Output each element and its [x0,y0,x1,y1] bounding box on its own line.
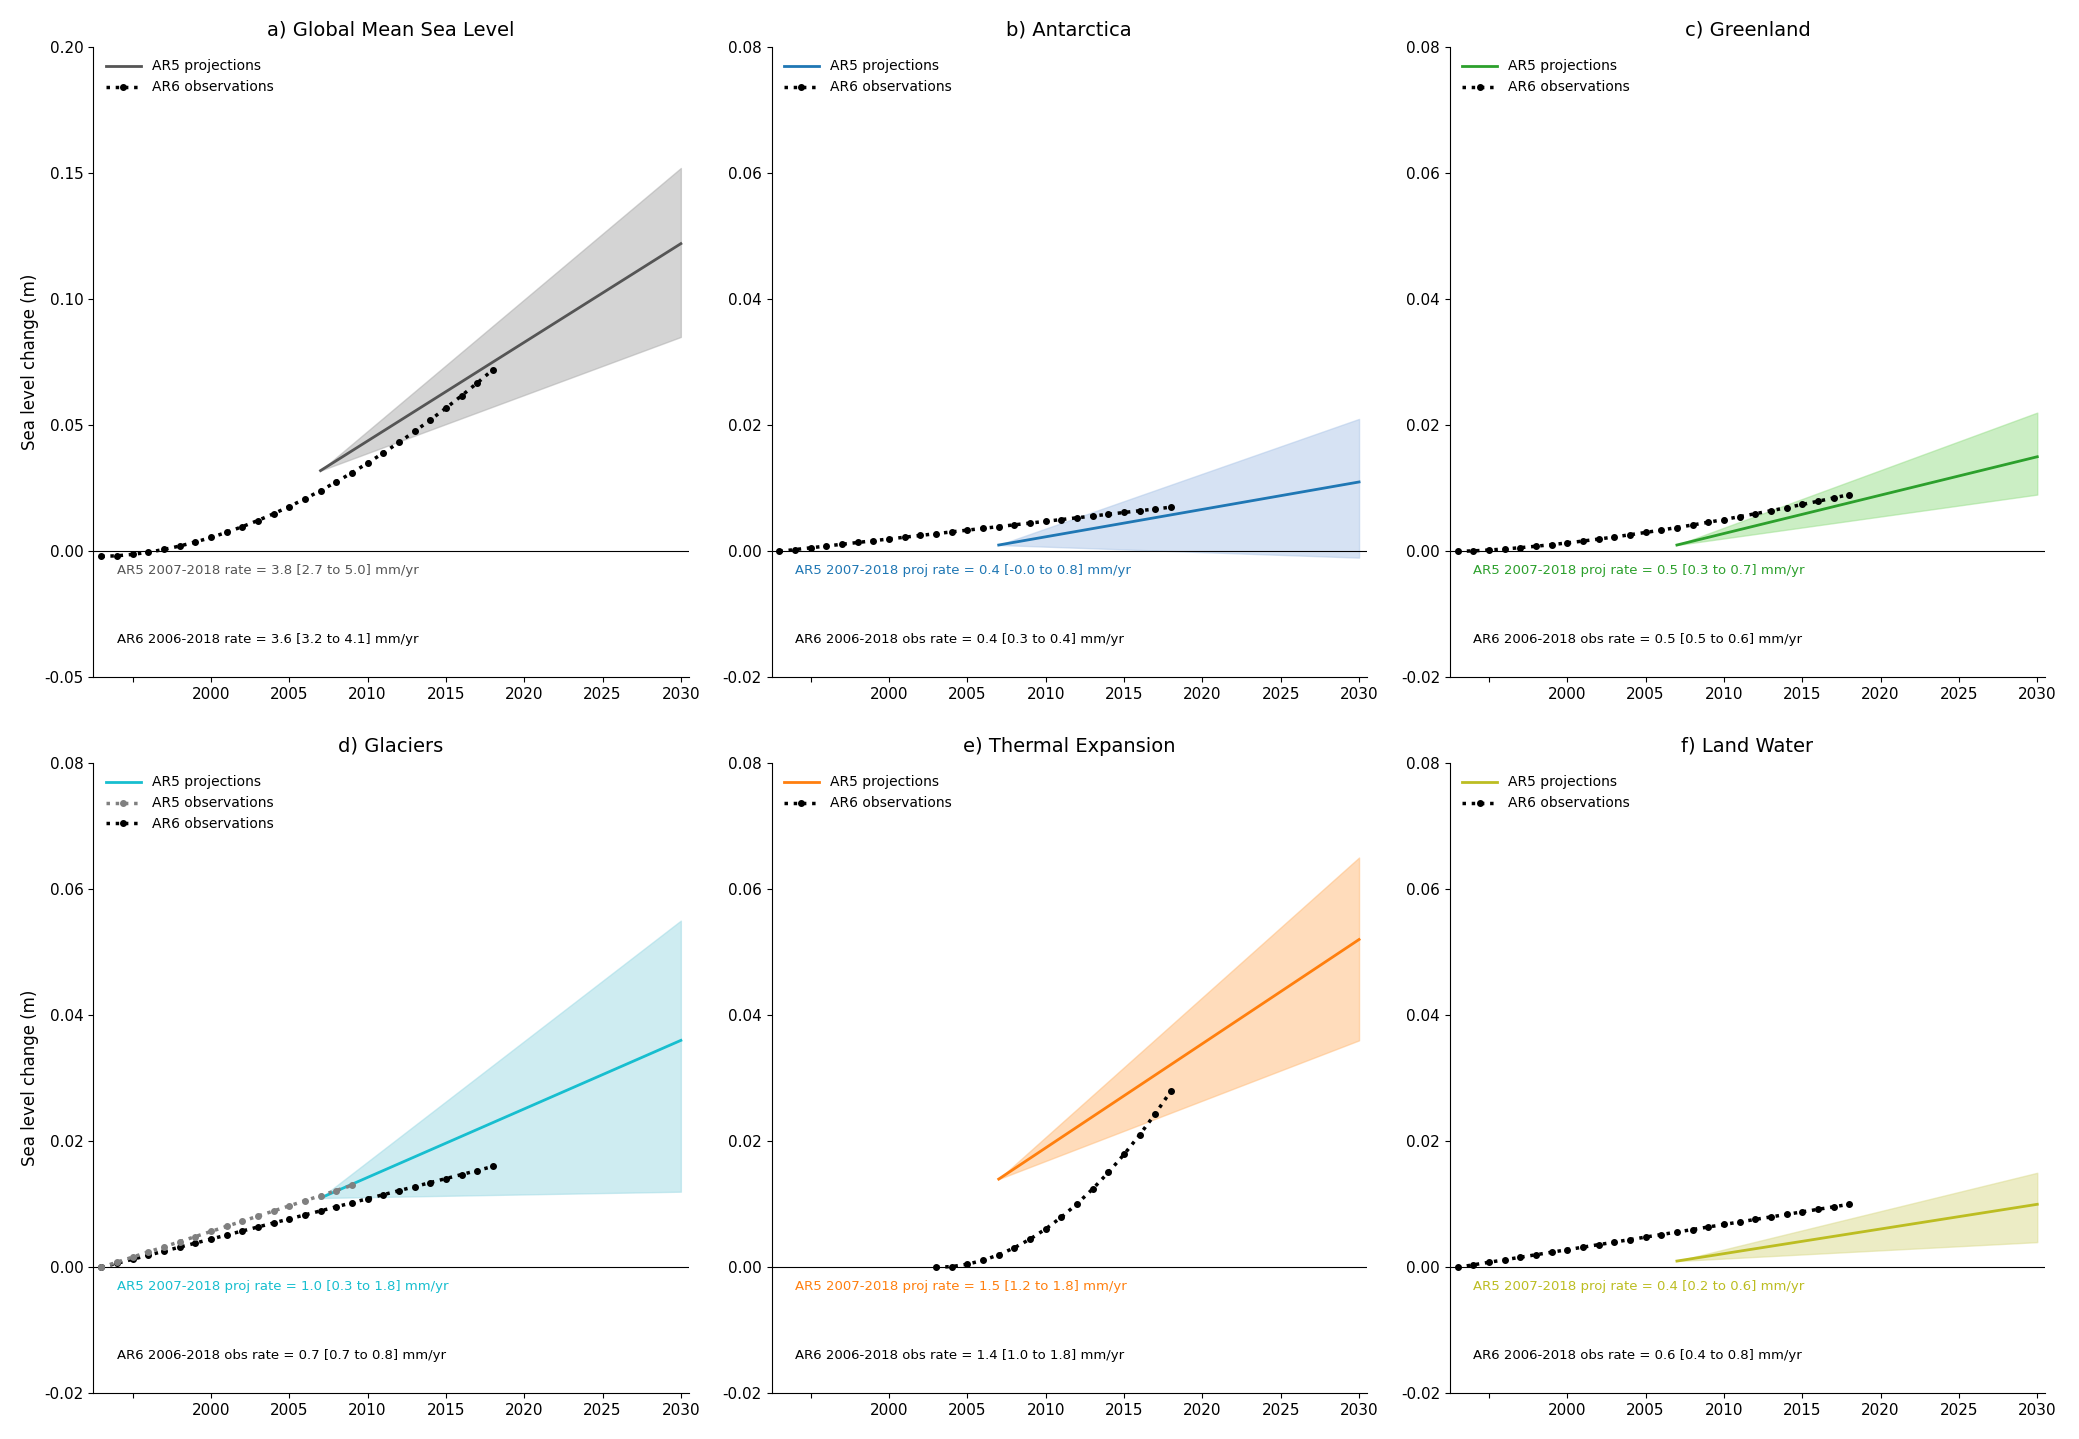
Legend: AR5 projections, AR6 observations: AR5 projections, AR6 observations [778,770,956,816]
Text: AR5 2007-2018 rate = 3.8 [2.7 to 5.0] mm/yr: AR5 2007-2018 rate = 3.8 [2.7 to 5.0] mm… [116,564,418,577]
Legend: AR5 projections, AR5 observations, AR6 observations: AR5 projections, AR5 observations, AR6 o… [100,770,279,837]
Text: AR5 2007-2018 proj rate = 0.5 [0.3 to 0.7] mm/yr: AR5 2007-2018 proj rate = 0.5 [0.3 to 0.… [1474,564,1805,577]
Text: AR6 2006-2018 obs rate = 0.4 [0.3 to 0.4] mm/yr: AR6 2006-2018 obs rate = 0.4 [0.3 to 0.4… [794,633,1125,646]
Text: AR6 2006-2018 obs rate = 1.4 [1.0 to 1.8] mm/yr: AR6 2006-2018 obs rate = 1.4 [1.0 to 1.8… [794,1348,1125,1361]
Title: c) Greenland: c) Greenland [1684,20,1811,40]
Title: f) Land Water: f) Land Water [1682,737,1813,755]
Title: d) Glaciers: d) Glaciers [339,737,443,755]
Title: a) Global Mean Sea Level: a) Global Mean Sea Level [268,20,516,40]
Legend: AR5 projections, AR6 observations: AR5 projections, AR6 observations [100,53,279,99]
Text: AR5 2007-2018 proj rate = 0.4 [-0.0 to 0.8] mm/yr: AR5 2007-2018 proj rate = 0.4 [-0.0 to 0… [794,564,1131,577]
Title: b) Antarctica: b) Antarctica [1006,20,1133,40]
Y-axis label: Sea level change (m): Sea level change (m) [21,273,40,450]
Legend: AR5 projections, AR6 observations: AR5 projections, AR6 observations [1457,53,1636,99]
Text: AR6 2006-2018 rate = 3.6 [3.2 to 4.1] mm/yr: AR6 2006-2018 rate = 3.6 [3.2 to 4.1] mm… [116,633,418,646]
Title: e) Thermal Expansion: e) Thermal Expansion [963,737,1175,755]
Text: AR5 2007-2018 proj rate = 1.5 [1.2 to 1.8] mm/yr: AR5 2007-2018 proj rate = 1.5 [1.2 to 1.… [794,1279,1127,1292]
Legend: AR5 projections, AR6 observations: AR5 projections, AR6 observations [778,53,956,99]
Y-axis label: Sea level change (m): Sea level change (m) [21,990,40,1167]
Text: AR6 2006-2018 obs rate = 0.6 [0.4 to 0.8] mm/yr: AR6 2006-2018 obs rate = 0.6 [0.4 to 0.8… [1474,1348,1802,1361]
Text: AR6 2006-2018 obs rate = 0.7 [0.7 to 0.8] mm/yr: AR6 2006-2018 obs rate = 0.7 [0.7 to 0.8… [116,1348,445,1361]
Text: AR5 2007-2018 proj rate = 0.4 [0.2 to 0.6] mm/yr: AR5 2007-2018 proj rate = 0.4 [0.2 to 0.… [1474,1279,1805,1292]
Legend: AR5 projections, AR6 observations: AR5 projections, AR6 observations [1457,770,1636,816]
Text: AR6 2006-2018 obs rate = 0.5 [0.5 to 0.6] mm/yr: AR6 2006-2018 obs rate = 0.5 [0.5 to 0.6… [1474,633,1802,646]
Text: AR5 2007-2018 proj rate = 1.0 [0.3 to 1.8] mm/yr: AR5 2007-2018 proj rate = 1.0 [0.3 to 1.… [116,1279,449,1292]
